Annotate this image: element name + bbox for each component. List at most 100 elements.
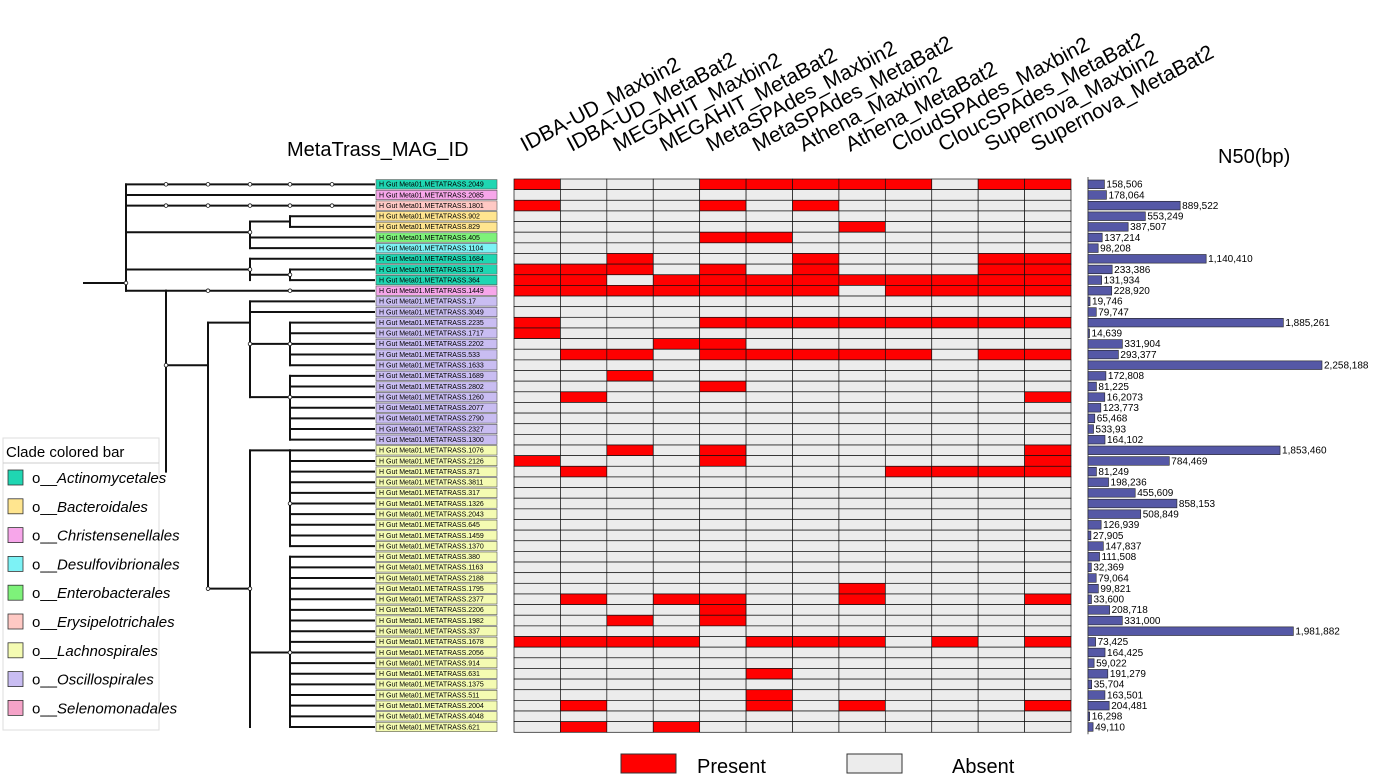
heatmap-cell: [931, 572, 979, 584]
heatmap-cell: [606, 327, 654, 339]
n50-value-label: 553,249: [1147, 212, 1184, 223]
heatmap-cell: [513, 285, 561, 297]
heatmap-cell: [652, 412, 701, 425]
heatmap-cell: [745, 646, 793, 659]
heatmap-cell: [792, 497, 840, 510]
heatmap-cell: [606, 593, 654, 605]
heatmap-cell: [560, 285, 608, 297]
heatmap-cell: [931, 678, 979, 691]
n50-bar: [1087, 424, 1094, 434]
heatmap-cell: [560, 604, 608, 616]
heatmap-cell: [931, 380, 979, 393]
mag-id-label: H Gut Meta01.METATRASS.2043: [379, 511, 484, 518]
heatmap-cell: [838, 221, 886, 233]
heatmap-cell: [606, 614, 654, 627]
heatmap-cell: [977, 551, 1025, 563]
heatmap-cell: [513, 700, 561, 712]
heatmap-cell: [931, 625, 979, 637]
mag-id-label: H Gut Meta01.METATRASS.1260: [379, 394, 484, 401]
heatmap-cell: [745, 593, 793, 605]
heatmap-cell: [699, 625, 747, 637]
heatmap-cell: [560, 551, 608, 563]
heatmap-cell: [652, 721, 701, 733]
mag-id-label: H Gut Meta01.METATRASS.1795: [379, 586, 484, 593]
heatmap-cell: [606, 189, 654, 201]
heatmap-cell: [792, 391, 840, 403]
heatmap-cell: [652, 253, 701, 265]
mag-id-box: [375, 232, 498, 243]
n50-value-label: 33,600: [1093, 595, 1124, 606]
heatmap-cell: [838, 657, 886, 669]
heatmap-cell: [606, 316, 654, 329]
n50-value-label: 59,022: [1096, 658, 1127, 669]
clade-swatch: [7, 642, 24, 659]
heatmap-cell: [652, 189, 701, 201]
heatmap-cell: [792, 359, 840, 371]
heatmap-cell: [606, 657, 654, 669]
heatmap-cell: [884, 327, 933, 339]
mag-id-label: H Gut Meta01.METATRASS.17: [379, 299, 476, 306]
heatmap-cell: [838, 593, 886, 605]
mag-id-label: H Gut Meta01.METATRASS.2202: [379, 341, 484, 348]
heatmap-cell: [513, 593, 561, 605]
mag-id-box: [375, 700, 498, 711]
heatmap-cell: [838, 487, 886, 499]
heatmap-cell: [560, 497, 608, 510]
mag-id-label: H Gut Meta01.METATRASS.1717: [379, 331, 484, 338]
n50-value-label: 1,981,882: [1295, 627, 1340, 638]
mag-id-label: H Gut Meta01.METATRASS.4048: [379, 714, 484, 721]
heatmap-cell: [1024, 455, 1072, 467]
heatmap-cell: [792, 274, 840, 286]
mag-id-box: [375, 604, 498, 615]
n50-bar: [1087, 200, 1181, 211]
mag-id-box: [375, 615, 498, 626]
heatmap-cell: [884, 306, 933, 318]
heatmap-cell: [745, 178, 793, 190]
heatmap-cell: [606, 285, 654, 297]
mag-id-box: [375, 487, 498, 498]
n50-bar: [1087, 701, 1110, 711]
mag-id-box: [375, 200, 498, 211]
heatmap-cell: [652, 199, 701, 212]
heatmap-cell: [745, 540, 793, 552]
heatmap-cell: [652, 678, 701, 691]
heatmap-cell: [513, 391, 561, 403]
heatmap-cell: [606, 242, 654, 254]
heatmap-cell: [884, 242, 933, 254]
heatmap-cell: [606, 678, 654, 691]
heatmap-cell: [931, 327, 979, 339]
n50-value-label: 16,2073: [1107, 392, 1144, 403]
n50-bar: [1087, 562, 1092, 572]
heatmap-cell: [699, 668, 747, 680]
heatmap-cell: [838, 636, 886, 648]
heatmap-cell: [745, 625, 793, 637]
heatmap-cell: [606, 434, 654, 446]
heatmap-cell: [745, 199, 793, 212]
heatmap-cell: [652, 497, 701, 510]
mag-id-box: [375, 594, 498, 605]
heatmap-cell: [513, 508, 561, 520]
heatmap-cell: [652, 221, 701, 233]
heatmap-cell: [699, 529, 747, 542]
n50-bar: [1087, 232, 1103, 243]
heatmap-cell: [699, 700, 747, 712]
heatmap-cell: [1024, 519, 1072, 531]
n50-value-label: 178,064: [1108, 190, 1145, 201]
heatmap-cell: [652, 338, 701, 350]
heatmap-cell: [606, 689, 654, 701]
heatmap-cell: [977, 540, 1025, 552]
heatmap-cell: [745, 253, 793, 265]
heatmap-cell: [884, 721, 933, 733]
heatmap-cell: [792, 316, 840, 329]
heatmap-cell: [884, 636, 933, 648]
heatmap-cell: [606, 646, 654, 659]
tree-node: [247, 229, 253, 235]
heatmap-cell: [606, 508, 654, 520]
heatmap-cell: [792, 242, 840, 254]
heatmap-cell: [792, 221, 840, 233]
heatmap-cell: [838, 316, 886, 329]
n50-bar: [1087, 615, 1123, 626]
heatmap-cell: [931, 253, 979, 265]
heatmap-cell: [652, 274, 701, 286]
heatmap-cell: [560, 668, 608, 680]
